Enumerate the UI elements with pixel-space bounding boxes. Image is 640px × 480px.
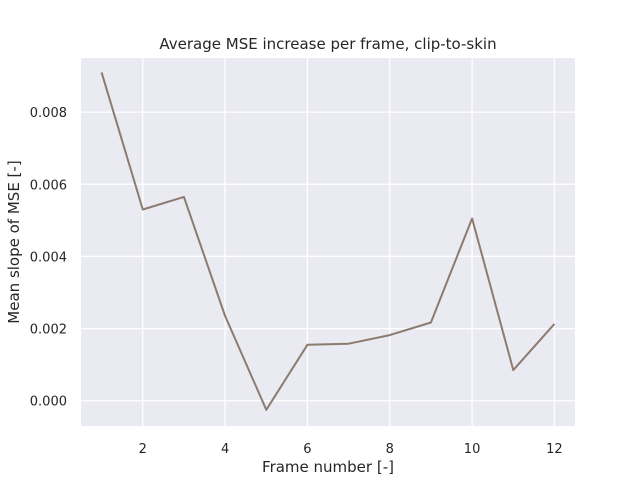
x-tick-label: 2: [139, 442, 147, 457]
plot-area: [81, 58, 575, 426]
x-tick-label: 12: [546, 442, 563, 457]
series-lines: [100, 72, 556, 411]
x-ticks: 2 4 6 8 10 12: [139, 442, 563, 457]
x-tick-label: 6: [303, 442, 311, 457]
x-axis-label: Frame number [-]: [262, 458, 394, 476]
x-tick-label: 8: [386, 442, 394, 457]
y-tick-label: 0.004: [30, 250, 67, 265]
chart-title: Average MSE increase per frame, clip-to-…: [159, 35, 496, 53]
y-ticks: 0.000 0.002 0.004 0.006 0.008: [30, 106, 67, 410]
series-line: [100, 72, 556, 411]
x-tick-label: 10: [464, 442, 481, 457]
grid: [81, 58, 575, 426]
y-tick-label: 0.006: [30, 178, 67, 193]
y-axis-label: Mean slope of MSE [-]: [5, 160, 23, 323]
y-tick-label: 0.008: [30, 106, 67, 121]
y-tick-label: 0.000: [30, 395, 67, 410]
x-tick-label: 4: [221, 442, 229, 457]
y-tick-label: 0.002: [30, 323, 67, 338]
